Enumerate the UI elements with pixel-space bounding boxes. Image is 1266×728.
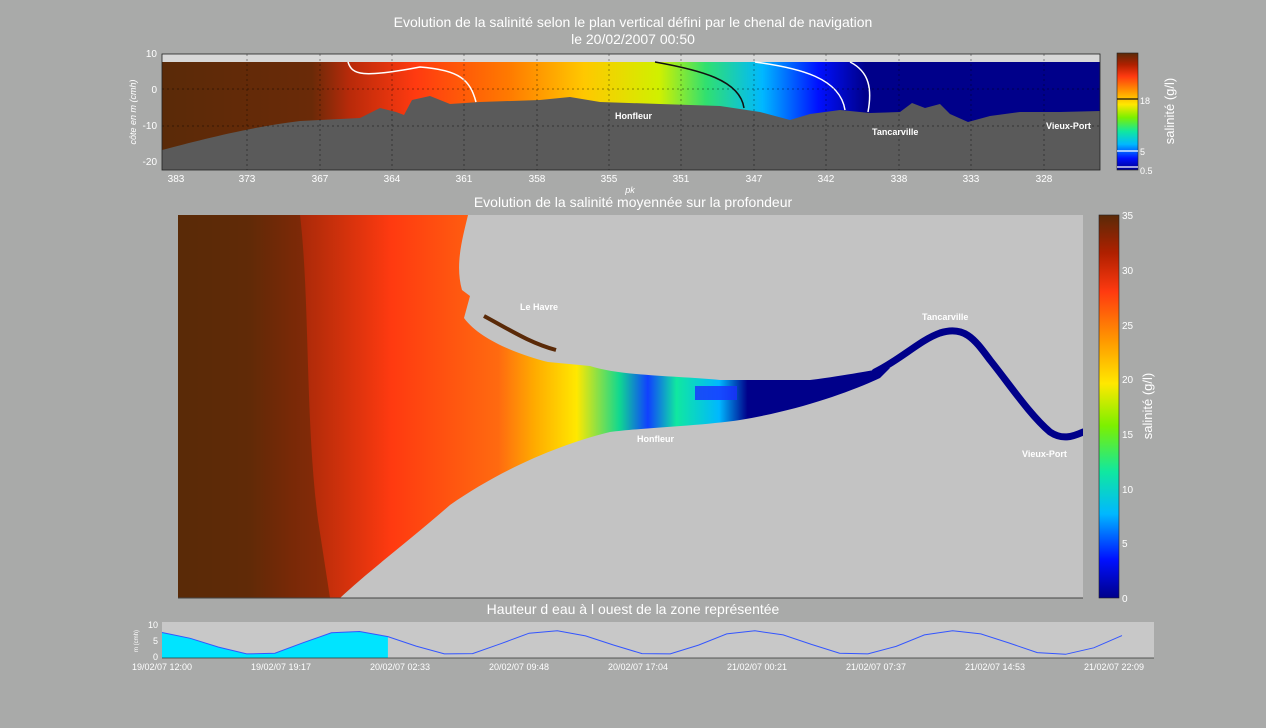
- map-colorbar-tick: 5: [1122, 539, 1128, 550]
- section-y-tick: 10: [146, 49, 158, 60]
- vertical-section-date: le 20/02/2007 00:50: [571, 31, 695, 47]
- tide-elapsed-fill: [162, 631, 388, 658]
- map-label-vieux-port: Vieux-Port: [1022, 449, 1067, 459]
- tide-series-line: [161, 630, 1123, 655]
- section-y-tick: -20: [143, 157, 158, 168]
- low-salinity-patch: [695, 386, 737, 400]
- riverbed-profile: [162, 96, 1100, 170]
- section-x-tick: 367: [312, 174, 329, 185]
- map-label-honfleur: Honfleur: [637, 434, 674, 444]
- section-x-tick: 338: [891, 174, 908, 185]
- section-grid: [162, 54, 1100, 170]
- le-havre-breakwater: [483, 314, 557, 352]
- section-x-tick-labels: 383 373 367 364 361 358 355 351 347 342 …: [168, 174, 1053, 185]
- section-colorbar-tick: 5: [1140, 147, 1145, 157]
- tide-x-tick: 20/02/07 02:33: [370, 662, 430, 672]
- section-x-tick: 328: [1036, 174, 1053, 185]
- tide-chart: 10 5 0 m (cmh) 19/02/07 12:00 19/02/07 1…: [132, 620, 1154, 672]
- section-x-tick: 364: [384, 174, 401, 185]
- map-colorbar-tick: 15: [1122, 430, 1134, 441]
- section-colorbar-tick: 18: [1140, 96, 1150, 106]
- section-x-tick: 333: [963, 174, 980, 185]
- map-colorbar-ticks: 35 30 25 20 15 10 5 0: [1122, 211, 1134, 605]
- isohaline-contour-5: [754, 61, 846, 111]
- section-y-tick: 0: [151, 85, 157, 96]
- tide-title: Hauteur d eau à l ouest de la zone repré…: [486, 601, 780, 617]
- section-label-honfleur: Honfleur: [615, 111, 652, 121]
- section-x-tick: 355: [601, 174, 618, 185]
- section-x-axis-label: pk: [624, 185, 635, 195]
- tide-x-tick: 21/02/07 22:09: [1084, 662, 1144, 672]
- section-colorbar: 18 5 0.5 salinité (g/l): [1116, 52, 1177, 176]
- section-x-tick: 373: [239, 174, 256, 185]
- section-x-tick: 358: [529, 174, 546, 185]
- map-colorbar: 35 30 25 20 15 10 5 0 salinité (g/l): [1098, 211, 1155, 605]
- seine-river-freshwater: [871, 327, 1083, 441]
- map-colorbar-tick: 20: [1122, 375, 1134, 386]
- tide-x-tick: 21/02/07 07:37: [846, 662, 906, 672]
- map-colorbar-gradient: [1098, 214, 1120, 599]
- vertical-section-title: Evolution de la salinité selon le plan v…: [393, 14, 873, 30]
- tide-x-tick: 21/02/07 14:53: [965, 662, 1025, 672]
- section-y-tick: -10: [143, 121, 158, 132]
- map-title: Evolution de la salinité moyennée sur la…: [473, 194, 793, 210]
- isohaline-contour-outer: [347, 61, 477, 103]
- depth-averaged-map: Le Havre Tancarville Honfleur Vieux-Port: [178, 215, 1083, 599]
- isohaline-contour-0-5: [849, 61, 871, 113]
- tide-y-axis-label: m (cmh): [134, 630, 140, 652]
- section-frame: [161, 53, 1101, 171]
- tide-x-tick: 19/02/07 19:17: [251, 662, 311, 672]
- map-colorbar-tick: 25: [1122, 321, 1134, 332]
- map-colorbar-tick: 30: [1122, 266, 1134, 277]
- tide-x-tick: 21/02/07 00:21: [727, 662, 787, 672]
- section-y-tick-labels: 10 0 -10 -20: [143, 49, 158, 168]
- section-y-axis-label: côte en m (cmh): [128, 79, 138, 144]
- salinity-field-open-sea: [178, 215, 330, 598]
- map-colorbar-tick: 0: [1122, 594, 1128, 605]
- section-x-tick: 383: [168, 174, 185, 185]
- salinity-field-estuary: [178, 215, 890, 598]
- isohaline-contour-18: [654, 61, 745, 109]
- section-x-tick: 361: [456, 174, 473, 185]
- section-x-tick: 351: [673, 174, 690, 185]
- map-colorbar-tick: 10: [1122, 485, 1134, 496]
- section-x-tick: 347: [746, 174, 763, 185]
- tide-x-tick-labels: 19/02/07 12:00 19/02/07 19:17 20/02/07 0…: [132, 662, 1144, 672]
- map-label-le-havre: Le Havre: [520, 302, 558, 312]
- vertical-section-plot: Honfleur Tancarville Vieux-Port 383 373 …: [128, 49, 1101, 195]
- section-x-tick: 342: [818, 174, 835, 185]
- section-colorbar-tick: 0.5: [1140, 166, 1153, 176]
- map-colorbar-tick: 35: [1122, 211, 1134, 222]
- tide-x-tick: 20/02/07 17:04: [608, 662, 668, 672]
- tide-y-tick: 10: [148, 620, 158, 630]
- section-label-vieux-port: Vieux-Port: [1046, 121, 1091, 131]
- section-colorbar-label: salinité (g/l): [1162, 78, 1177, 144]
- tide-x-tick: 20/02/07 09:48: [489, 662, 549, 672]
- tide-y-tick: 5: [153, 636, 158, 646]
- tide-x-tick: 19/02/07 12:00: [132, 662, 192, 672]
- section-label-tancarville: Tancarville: [872, 127, 918, 137]
- map-colorbar-label: salinité (g/l): [1140, 373, 1155, 439]
- section-colorbar-gradient: [1116, 52, 1139, 171]
- map-label-tancarville: Tancarville: [922, 312, 968, 322]
- tide-y-tick-labels: 10 5 0: [148, 620, 158, 662]
- tide-y-tick: 0: [153, 652, 158, 662]
